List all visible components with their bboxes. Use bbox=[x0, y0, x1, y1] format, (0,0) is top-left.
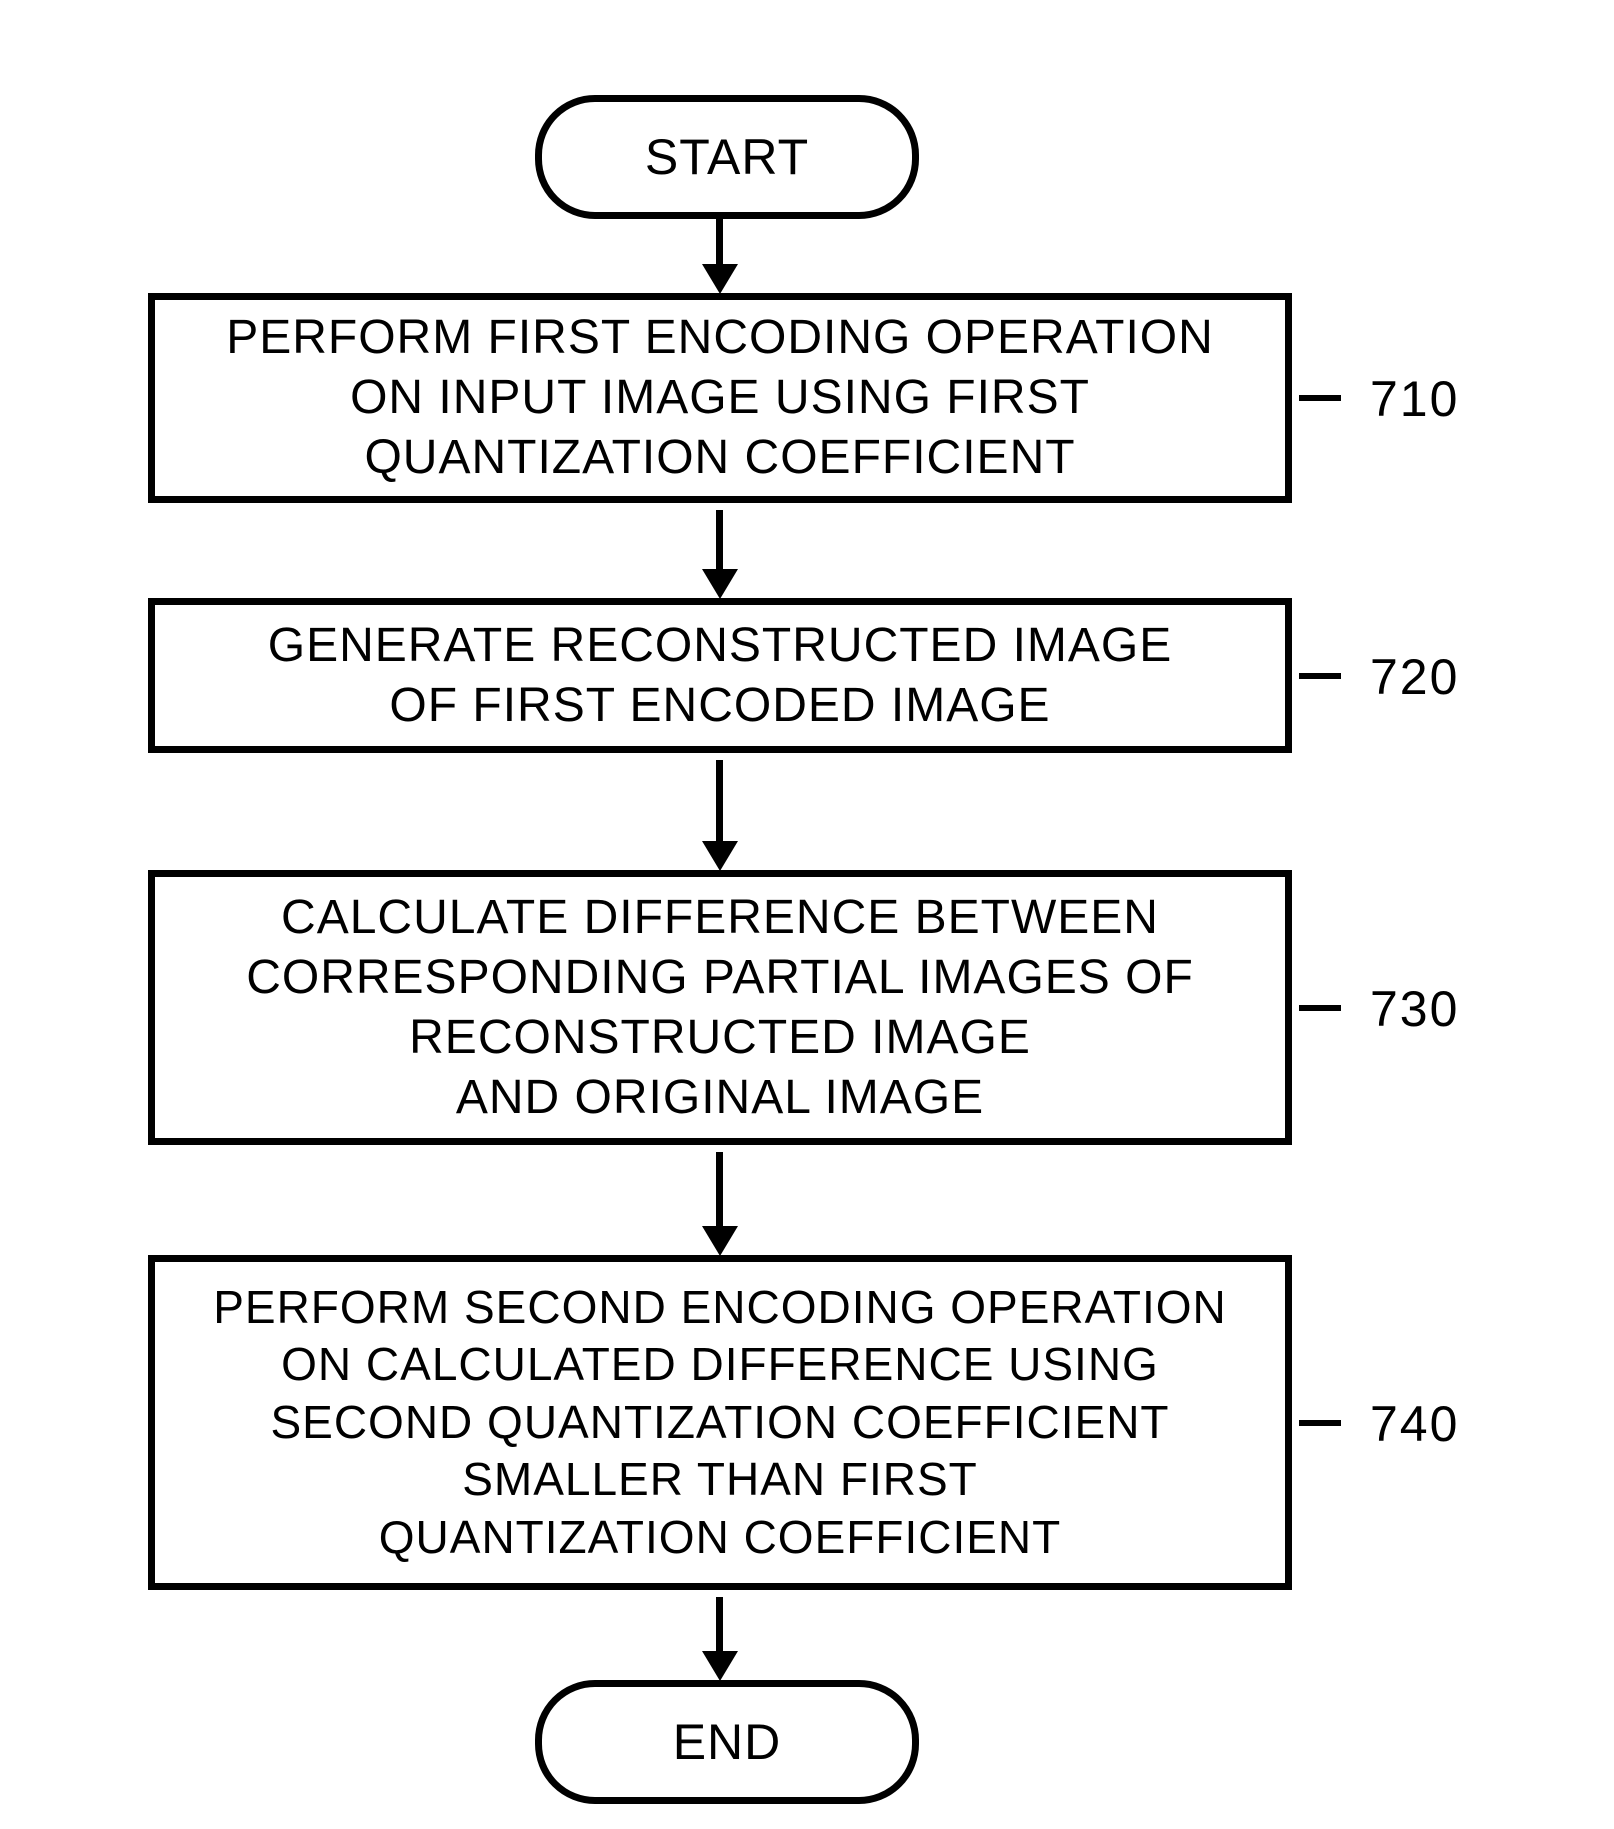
ref-tick-740 bbox=[1299, 1420, 1341, 1426]
ref-tick-720 bbox=[1299, 673, 1341, 679]
arrow-step1-step2 bbox=[716, 510, 723, 572]
process-step4-label: PERFORM SECOND ENCODING OPERATION ON CAL… bbox=[213, 1279, 1227, 1567]
start-terminator: START bbox=[535, 95, 919, 219]
process-step2: GENERATE RECONSTRUCTED IMAGE OF FIRST EN… bbox=[148, 598, 1292, 753]
ref-label-710: 710 bbox=[1370, 370, 1459, 428]
arrowhead-step4-end bbox=[702, 1651, 738, 1681]
ref-label-720: 720 bbox=[1370, 648, 1459, 706]
process-step4: PERFORM SECOND ENCODING OPERATION ON CAL… bbox=[148, 1255, 1292, 1590]
process-step3: CALCULATE DIFFERENCE BETWEEN CORRESPONDI… bbox=[148, 870, 1292, 1145]
ref-tick-730 bbox=[1299, 1005, 1341, 1011]
arrow-step4-end bbox=[716, 1597, 723, 1654]
arrowhead-step3-step4 bbox=[702, 1226, 738, 1256]
arrow-start-step1 bbox=[716, 212, 723, 267]
process-step3-label: CALCULATE DIFFERENCE BETWEEN CORRESPONDI… bbox=[246, 888, 1194, 1128]
ref-tick-710 bbox=[1299, 395, 1341, 401]
start-label: START bbox=[645, 128, 809, 186]
arrow-step2-step3 bbox=[716, 760, 723, 844]
end-terminator: END bbox=[535, 1680, 919, 1804]
arrowhead-step2-step3 bbox=[702, 841, 738, 871]
flowchart-canvas: START PERFORM FIRST ENCODING OPERATION O… bbox=[0, 0, 1614, 1829]
arrow-step3-step4 bbox=[716, 1152, 723, 1229]
process-step1: PERFORM FIRST ENCODING OPERATION ON INPU… bbox=[148, 293, 1292, 503]
arrowhead-step1-step2 bbox=[702, 569, 738, 599]
ref-label-740: 740 bbox=[1370, 1395, 1459, 1453]
process-step1-label: PERFORM FIRST ENCODING OPERATION ON INPU… bbox=[226, 308, 1214, 488]
arrowhead-start-step1 bbox=[702, 264, 738, 294]
ref-label-730: 730 bbox=[1370, 980, 1459, 1038]
end-label: END bbox=[673, 1713, 782, 1771]
process-step2-label: GENERATE RECONSTRUCTED IMAGE OF FIRST EN… bbox=[268, 616, 1173, 736]
